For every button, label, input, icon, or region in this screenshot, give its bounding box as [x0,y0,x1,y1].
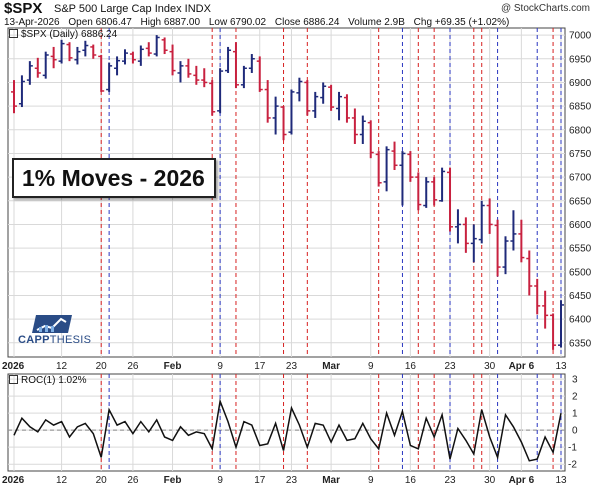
price-y-tick-label: 6950 [569,54,592,65]
info-low: Low 6790.02 [208,17,267,28]
x-tick-label: 9 [217,475,223,486]
ohlc-info-line: 13-Apr-2026 Open 6806.47 High 6887.00 Lo… [4,17,515,28]
price-y-tick-label: 6850 [569,102,592,113]
stockcharts-credit: @ StockCharts.com [500,3,590,14]
chart-symbol: $SPX [4,0,43,17]
x-tick-label: 16 [405,361,417,372]
x-tick-label: 9 [368,475,374,486]
x-tick-label: Feb [164,475,182,486]
info-change: Chg +69.35 (+1.02%) [413,17,510,28]
x-tick-label: 26 [127,475,139,486]
x-tick-label: Feb [164,361,182,372]
x-tick-label: 2026 [2,361,25,372]
roc-y-tick-label: 3 [572,375,578,386]
info-volume: Volume 2.9B [348,17,405,28]
info-close: Close 6886.24 [274,17,340,28]
roc-y-tick-label: -2 [568,460,577,471]
x-tick-label: 20 [96,475,108,486]
x-tick-label: 30 [484,475,496,486]
roc-series-line [13,398,562,462]
price-y-tick-label: 6800 [569,125,592,136]
capp-thesis-logo-icon [32,315,72,333]
price-y-tick-label: 6350 [569,338,592,349]
price-legend: $SPX (Daily) 6886.24 [9,29,117,40]
logo-text: CAPPTHESIS [18,334,91,346]
x-tick-label: 23 [444,475,456,486]
price-y-tick-label: 7000 [569,31,592,42]
price-y-tick-label: 6400 [569,315,592,326]
x-tick-label: 13 [555,475,567,486]
x-tick-label: 12 [56,475,68,486]
logo-text-bold: CAPP [18,334,50,346]
price-y-tick-label: 6700 [569,173,592,184]
price-y-tick-label: 6500 [569,267,592,278]
roc-legend-label: ROC(1) 1.02% [21,375,87,386]
x-tick-label: 26 [127,361,139,372]
x-tick-label: 12 [56,361,68,372]
price-y-tick-label: 6900 [569,78,592,89]
x-tick-label: Apr 6 [509,361,535,372]
price-y-tick-label: 6450 [569,291,592,302]
x-tick-label: 17 [254,475,266,486]
roc-y-tick-label: 0 [572,426,578,437]
roc-y-tick-label: 1 [572,409,578,420]
x-tick-label: Mar [322,475,340,486]
logo-text-light: THESIS [49,334,92,346]
x-tick-label: 23 [286,475,298,486]
price-y-tick-label: 6750 [569,149,592,160]
info-high: High 6887.00 [140,17,201,28]
x-tick-label: Mar [322,361,340,372]
price-y-tick-label: 6650 [569,196,592,207]
x-tick-label: 2026 [2,475,25,486]
legend-swatch-icon [9,375,18,384]
x-tick-label: Apr 6 [509,475,535,486]
x-tick-label: 23 [286,361,298,372]
roc-y-tick-label: -1 [568,443,577,454]
info-open: Open 6806.47 [68,17,132,28]
x-tick-label: 17 [254,361,266,372]
info-date: 13-Apr-2026 [4,17,60,28]
roc-y-tick-label: 2 [572,392,578,403]
price-y-tick-label: 6550 [569,244,592,255]
x-tick-label: 30 [484,361,496,372]
annotation-title-box: 1% Moves - 2026 [12,158,216,198]
price-legend-label: $SPX (Daily) 6886.24 [21,29,118,40]
x-tick-label: 13 [555,361,567,372]
symbol-description: S&P 500 Large Cap Index INDX [54,3,211,15]
price-y-tick-label: 6600 [569,220,592,231]
x-tick-label: 9 [217,361,223,372]
roc-legend: ROC(1) 1.02% [9,375,87,386]
x-tick-label: 16 [405,475,417,486]
x-tick-label: 20 [96,361,108,372]
legend-swatch-icon [9,29,18,38]
x-tick-label: 23 [444,361,456,372]
x-tick-label: 9 [368,361,374,372]
